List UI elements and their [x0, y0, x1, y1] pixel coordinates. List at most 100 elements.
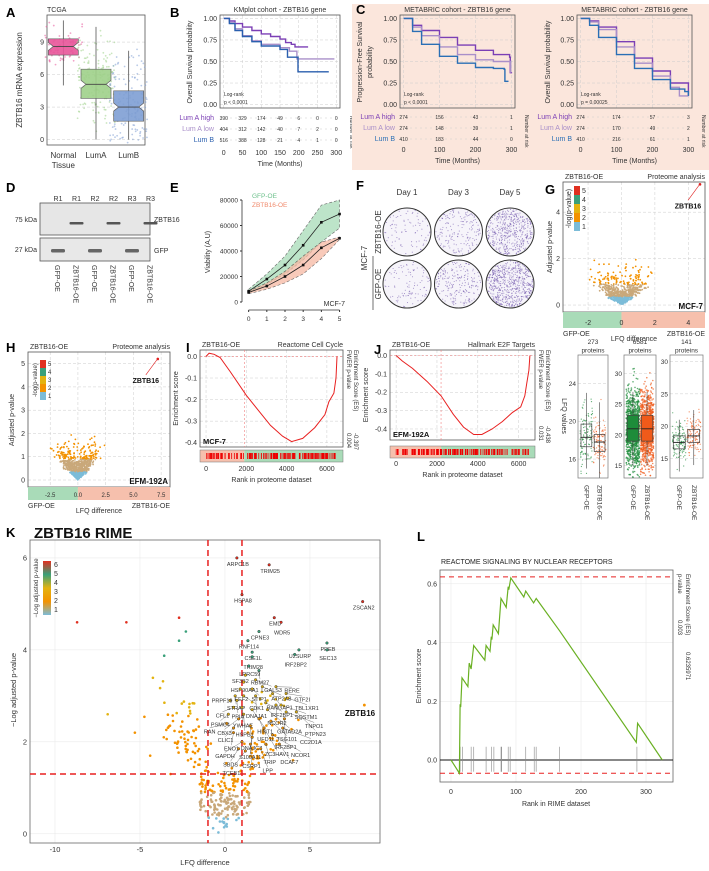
colony-dot: [392, 220, 394, 222]
x-tick-label: 0: [579, 147, 583, 154]
data-point: [615, 290, 617, 293]
colony-dot: [531, 278, 533, 280]
data-point: [134, 128, 137, 131]
legend-tick: 5: [582, 188, 586, 195]
replicate-label: R1: [72, 196, 81, 203]
colony-dot: [513, 209, 515, 211]
colony-dot: [518, 265, 520, 268]
colony-dot: [476, 284, 478, 286]
colony-dot: [477, 286, 479, 288]
colony-dot: [516, 262, 518, 264]
data-point: [86, 44, 89, 47]
panel-letter: H: [6, 340, 15, 355]
replicate-label: R2: [109, 196, 118, 203]
data-point: [584, 432, 586, 434]
test-label: Log-rank: [581, 92, 601, 98]
x-tick-label: 200: [470, 147, 482, 154]
colony-dot: [417, 222, 419, 224]
colony-dot: [531, 284, 533, 286]
data-point: [650, 272, 653, 274]
y-tick-label: 2: [21, 431, 25, 438]
colony-dot: [499, 251, 501, 253]
colony-dot: [461, 284, 463, 287]
colony-dot: [525, 282, 527, 285]
colony-dot: [505, 252, 507, 254]
colony-dot: [506, 291, 508, 293]
data-point: [69, 465, 72, 468]
x-tick-label: 4000: [279, 466, 295, 473]
colony-dot: [495, 248, 497, 250]
colony-dot: [427, 277, 429, 279]
colony-dot: [461, 223, 463, 226]
colony-dot: [526, 272, 528, 274]
data-point: [606, 289, 609, 292]
colony-dot: [495, 279, 497, 281]
colony-dot: [414, 297, 416, 299]
x-tick-label: -2: [585, 320, 591, 327]
risk-count: 0: [335, 116, 338, 122]
colony-dot: [510, 218, 512, 220]
data-point: [113, 85, 116, 88]
data-point: [645, 287, 647, 290]
data-point: [64, 441, 67, 444]
colony-dot: [507, 230, 509, 232]
colony-dot: [525, 217, 527, 220]
y-tick-label: -0.4: [375, 426, 387, 433]
colony-dot: [479, 279, 481, 282]
data-point: [55, 454, 58, 456]
colony-dot: [515, 248, 517, 250]
colony-dot: [475, 235, 477, 237]
colony-dot: [463, 302, 465, 305]
category-label-sub: Tissue: [52, 161, 76, 170]
colony-dot: [490, 221, 492, 223]
colony-dot: [502, 272, 504, 275]
colony-dot: [467, 211, 469, 213]
colony-dot: [488, 291, 490, 293]
colony-dot: [520, 243, 522, 246]
y-tick-label: 0.00: [560, 102, 574, 109]
lane-label: GFP-OE: [127, 265, 134, 292]
data-point: [608, 263, 610, 265]
colony-dot: [522, 277, 524, 279]
y-tick-label: 0.75: [203, 37, 217, 44]
colony-dot: [406, 302, 409, 304]
colony-dot: [509, 222, 511, 224]
data-point: [596, 437, 598, 439]
colony-dot: [492, 241, 494, 243]
data-point: [92, 457, 95, 460]
colony-dot: [522, 272, 524, 274]
colony-dot: [502, 244, 504, 246]
data-point: [626, 300, 628, 303]
colony-dot: [505, 263, 507, 265]
data-point: [612, 271, 615, 274]
colony-dot: [520, 296, 522, 298]
data-point: [583, 435, 585, 437]
risk-count: 1: [510, 126, 513, 132]
colony-dot: [407, 210, 409, 212]
colony-dot: [472, 237, 474, 240]
colony-dot: [502, 243, 504, 245]
data-point: [602, 289, 604, 292]
y-tick-label: 0.50: [383, 59, 397, 66]
data-point: [108, 53, 111, 56]
data-point: [247, 291, 250, 294]
data-point: [599, 451, 602, 453]
data-point: [647, 286, 649, 289]
risk-count: 174: [612, 115, 621, 121]
colony-dot: [462, 253, 464, 255]
colony-dot: [495, 285, 497, 287]
colony-dot: [506, 302, 508, 304]
cell-line-label: MCF-7: [203, 437, 226, 446]
legend-tick: 4: [582, 197, 586, 204]
colony-dot: [394, 285, 396, 287]
colony-dot: [510, 229, 512, 231]
mean-line: [248, 213, 340, 292]
data-point: [77, 46, 80, 49]
colony-dot: [444, 300, 446, 302]
colony-dot: [473, 216, 475, 218]
colony-dot: [469, 238, 471, 240]
data-point: [602, 419, 605, 421]
legend-swatch: [574, 186, 580, 195]
colony-dot: [435, 282, 437, 284]
colony-dot: [412, 245, 414, 247]
